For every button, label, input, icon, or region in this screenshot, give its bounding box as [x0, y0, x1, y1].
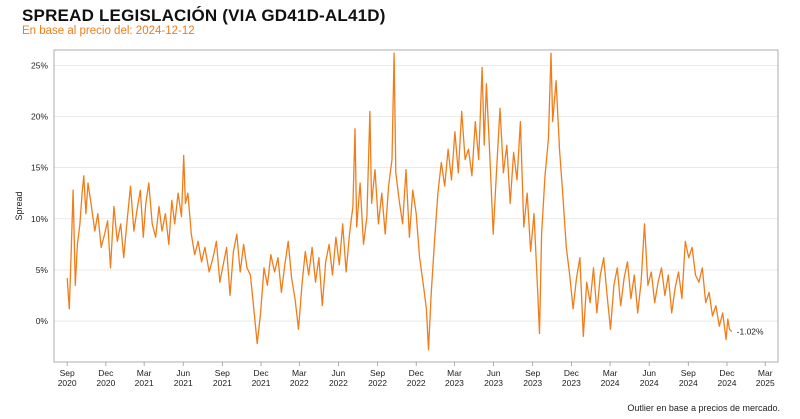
y-tick-label: 15%: [31, 163, 48, 173]
chart-footnote: Outlier en base a precios de mercado.: [627, 403, 780, 413]
x-tick-month: Mar: [603, 368, 618, 378]
chart-title: SPREAD LEGISLACIÓN (VIA GD41D-AL41D): [22, 6, 386, 25]
y-axis-label: Spread: [14, 191, 24, 220]
x-tick-year: 2021: [135, 378, 154, 388]
y-axis-ticks: 0% 5% 10% 15% 20% 25%: [31, 60, 48, 326]
series-layer: [66, 52, 733, 351]
x-tick-year: 2022: [329, 378, 348, 388]
x-tick-year: 2024: [601, 378, 620, 388]
x-tick-year: 2020: [96, 378, 115, 388]
x-tick-year: 2020: [58, 378, 77, 388]
y-tick-label: 5%: [36, 265, 49, 275]
x-tick-year: 2021: [213, 378, 232, 388]
plot-frame: [53, 49, 779, 363]
x-tick-year: 2024: [640, 378, 659, 388]
x-tick-year: 2022: [290, 378, 309, 388]
x-tick-month: Sep: [681, 368, 696, 378]
x-tick-month: Dec: [253, 368, 269, 378]
x-tick-month: Dec: [719, 368, 735, 378]
x-tick-month: Jun: [176, 368, 190, 378]
chart-subtitle: En base al precio del: 2024-12-12: [22, 25, 195, 37]
x-axis-ticks: Sep2020Dec2020Mar2021Jun2021Sep2021Dec20…: [58, 362, 775, 388]
x-tick-month: Mar: [447, 368, 462, 378]
x-tick-month: Jun: [332, 368, 346, 378]
x-tick-year: 2023: [562, 378, 581, 388]
x-tick-year: 2023: [523, 378, 542, 388]
y-tick-label: 10%: [31, 214, 48, 224]
spread-series-line: [66, 52, 733, 351]
x-tick-year: 2022: [368, 378, 387, 388]
last-value-label: -1.02%: [737, 327, 764, 337]
x-tick-month: Dec: [98, 368, 114, 378]
x-tick-month: Dec: [409, 368, 425, 378]
x-tick-year: 2024: [679, 378, 698, 388]
y-tick-label: 25%: [31, 60, 48, 70]
x-tick-month: Mar: [292, 368, 307, 378]
x-tick-month: Sep: [370, 368, 385, 378]
x-tick-month: Sep: [525, 368, 540, 378]
x-tick-month: Mar: [758, 368, 773, 378]
x-tick-year: 2023: [445, 378, 464, 388]
x-tick-month: Mar: [137, 368, 152, 378]
y-tick-label: 0%: [36, 316, 49, 326]
x-tick-year: 2021: [174, 378, 193, 388]
y-tick-label: 20%: [31, 111, 48, 121]
x-tick-year: 2024: [718, 378, 737, 388]
x-tick-year: 2023: [484, 378, 503, 388]
x-tick-year: 2022: [407, 378, 426, 388]
x-tick-month: Jun: [487, 368, 501, 378]
x-tick-month: Jun: [642, 368, 656, 378]
x-tick-month: Sep: [60, 368, 75, 378]
x-tick-month: Sep: [215, 368, 230, 378]
x-tick-year: 2025: [756, 378, 775, 388]
x-tick-year: 2021: [252, 378, 271, 388]
x-tick-month: Dec: [564, 368, 580, 378]
